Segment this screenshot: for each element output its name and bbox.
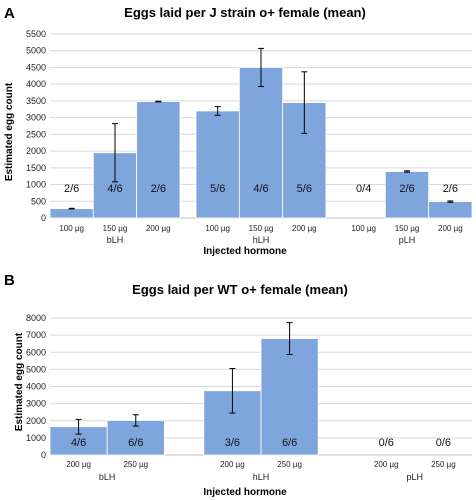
a-y-tick-label: 500	[31, 196, 46, 206]
a-bar	[428, 201, 473, 219]
a-data-label: 5/6	[297, 183, 312, 195]
b-category-label: 200 µg	[66, 460, 91, 469]
a-category-label: 200 µg	[438, 224, 463, 233]
a-y-tick-label: 5000	[26, 46, 46, 56]
b-y-tick-label: 7000	[26, 330, 46, 340]
a-bar	[238, 67, 284, 219]
a-y-tick-label: 1500	[26, 163, 46, 173]
b-data-label: 3/6	[225, 437, 240, 449]
a-y-tick-label: 3000	[26, 113, 46, 123]
b-group-label: hLH	[253, 472, 270, 482]
a-y-tick-label: 2500	[26, 129, 46, 139]
b-data-label: 0/6	[436, 437, 451, 449]
b-category-label: 200 µg	[374, 460, 399, 469]
b-y-tick-label: 4000	[26, 382, 46, 392]
panel-a-label: A	[4, 5, 15, 22]
a-data-label: 2/6	[399, 183, 414, 195]
a-y-tick-label: 2000	[26, 146, 46, 156]
a-category-label: 150 µg	[103, 224, 128, 233]
a-data-label: 2/6	[151, 183, 166, 195]
a-y-tick-label: 1000	[26, 180, 46, 190]
panel-b-chart: B Eggs laid per WT o+ female (mean) 0 100…	[4, 272, 472, 498]
a-y-tick-label: 4500	[26, 62, 46, 72]
a-category-label: 100 µg	[59, 224, 84, 233]
b-y-tick-label: 3000	[26, 399, 46, 409]
a-y-tick-label: 5500	[26, 29, 46, 39]
b-data-label: 0/6	[379, 437, 394, 449]
b-data-label: 6/6	[282, 437, 297, 449]
b-category-label: 250 µg	[123, 460, 148, 469]
b-data-label: 6/6	[128, 437, 143, 449]
a-data-label: 2/6	[64, 183, 79, 195]
a-data-label: 4/6	[253, 183, 268, 195]
a-category-label: 150 µg	[249, 224, 274, 233]
panel-b-x-axis-title: Injected hormone	[203, 487, 287, 498]
panel-b-y-axis-title: Estimated egg count	[14, 332, 25, 431]
a-y-tick-label: 0	[41, 213, 46, 223]
b-category-label: 200 µg	[220, 460, 245, 469]
b-group-label: pLH	[407, 472, 424, 482]
b-y-tick-label: 2000	[26, 416, 46, 426]
b-y-tick-label: 8000	[26, 313, 46, 323]
a-bar	[136, 101, 181, 219]
a-bar	[49, 208, 94, 219]
panel-a-title: Eggs laid per J strain o+ female (mean)	[124, 5, 366, 20]
a-category-label: 200 µg	[292, 224, 317, 233]
a-category-label: 100 µg	[205, 224, 230, 233]
a-group-label: bLH	[107, 235, 124, 245]
panel-a-y-axis-title: Estimated egg count	[4, 82, 15, 181]
a-data-label: 5/6	[210, 183, 225, 195]
b-y-tick-label: 5000	[26, 364, 46, 374]
a-group-label: pLH	[399, 235, 416, 245]
b-y-tick-label: 0	[41, 450, 46, 460]
a-data-label: 0/4	[356, 183, 371, 195]
panel-b-label: B	[4, 272, 15, 289]
a-group-label: hLH	[253, 235, 270, 245]
a-category-label: 150 µg	[395, 224, 420, 233]
a-category-label: 200 µg	[146, 224, 171, 233]
b-y-tick-label: 6000	[26, 347, 46, 357]
b-group-label: bLH	[99, 472, 116, 482]
b-category-label: 250 µg	[431, 460, 456, 469]
panel-a-x-axis-title: Injected hormone	[203, 246, 287, 257]
panel-a-chart: A Eggs laid per J strain o+ female (mean…	[4, 5, 473, 257]
a-bar	[384, 171, 430, 219]
a-y-tick-label: 4000	[26, 79, 46, 89]
a-data-label: 2/6	[443, 183, 458, 195]
b-data-label: 4/6	[71, 437, 86, 449]
a-bar	[195, 110, 240, 219]
b-category-label: 250 µg	[277, 460, 302, 469]
b-y-tick-label: 1000	[26, 433, 46, 443]
panel-b-title: Eggs laid per WT o+ female (mean)	[132, 282, 348, 297]
a-category-label: 100 µg	[351, 224, 376, 233]
a-y-tick-label: 3500	[26, 96, 46, 106]
a-data-label: 4/6	[107, 183, 122, 195]
